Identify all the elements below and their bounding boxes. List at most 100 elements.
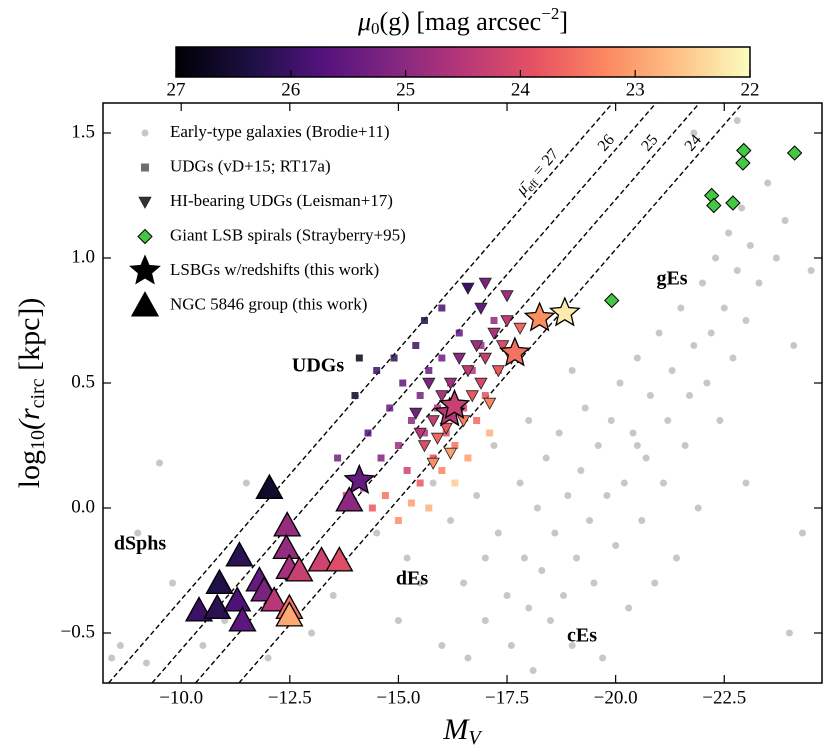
point-square: [455, 329, 463, 337]
point-diamond: [736, 142, 752, 159]
colorbar-label: μ0(g) [mag arcsec−2]: [357, 4, 568, 38]
point-circle: [629, 429, 637, 437]
point-square: [334, 454, 342, 462]
colorbar-tick-label: 24: [511, 79, 531, 100]
point-circle: [507, 642, 515, 649]
point-triangle-up: [272, 533, 301, 560]
point-circle: [134, 529, 142, 537]
x-tick-label: −12.5: [268, 687, 312, 708]
point-square: [438, 304, 446, 312]
x-tick-label: −17.5: [485, 687, 529, 708]
point-square: [473, 417, 481, 424]
point-triangle-down: [417, 440, 432, 453]
point-circle: [308, 629, 316, 637]
legend-symbol: [138, 196, 152, 209]
point-circle: [620, 479, 628, 487]
point-triangle-up: [203, 593, 232, 620]
point-triangle-down: [435, 390, 449, 403]
point-circle: [116, 642, 124, 649]
legend-label: UDGs (vD+15; RT17a): [170, 156, 331, 175]
point-circle: [525, 417, 533, 424]
point-circle: [699, 279, 707, 287]
point-circle: [685, 392, 693, 399]
legend-symbol: [141, 163, 149, 172]
reference-line: [108, 103, 614, 683]
point-circle: [525, 604, 533, 612]
point-circle: [438, 642, 446, 649]
plot-area: [108, 103, 815, 683]
point-circle: [199, 642, 207, 649]
y-tick-label: 1.5: [71, 121, 95, 142]
point-square: [438, 467, 446, 474]
point-circle: [712, 254, 720, 262]
point-triangle-down: [487, 327, 501, 340]
point-square: [351, 392, 359, 399]
region-label: dEs: [396, 568, 428, 590]
point-star: [343, 463, 376, 494]
point-circle: [638, 517, 646, 524]
point-circle: [646, 392, 654, 399]
point-diamond: [725, 195, 741, 211]
point-circle: [599, 654, 607, 662]
point-triangle-down: [465, 390, 479, 403]
point-circle: [447, 517, 455, 524]
legend-symbol: [141, 129, 149, 137]
legend-label: Early-type galaxies (Brodie+11): [170, 122, 390, 141]
point-square: [368, 504, 376, 512]
point-triangle-up: [325, 546, 354, 572]
point-circle: [651, 579, 659, 587]
point-circle: [481, 554, 489, 562]
y-tick-label: 0.0: [71, 496, 95, 517]
x-tick-label: −15.0: [376, 687, 420, 708]
x-axis-label: MV: [442, 713, 483, 749]
point-triangle-down: [496, 340, 510, 353]
point-diamond: [735, 155, 751, 171]
region-label: UDGs: [292, 355, 344, 377]
point-circle: [416, 579, 424, 587]
point-circle: [403, 554, 411, 562]
point-circle: [533, 504, 541, 512]
point-square: [399, 379, 407, 387]
point-circle: [603, 492, 611, 499]
point-triangle-down: [426, 415, 440, 428]
point-circle: [681, 442, 689, 449]
point-triangle-down: [500, 290, 514, 303]
colorbar-tick-label: 27: [167, 79, 186, 100]
point-star: [523, 301, 556, 332]
reference-line-label: μ̄eff=27: [512, 145, 564, 200]
point-circle: [568, 367, 576, 374]
point-circle: [616, 379, 624, 387]
point-circle: [725, 229, 733, 237]
point-triangle-down: [430, 432, 445, 445]
point-diamond: [604, 292, 620, 309]
point-circle: [577, 467, 585, 474]
point-circle: [607, 417, 615, 424]
point-square: [481, 392, 489, 399]
point-diamond: [706, 197, 722, 214]
point-circle: [516, 479, 524, 487]
point-circle: [798, 529, 806, 537]
point-circle: [659, 479, 667, 487]
point-square: [490, 317, 498, 324]
point-square: [416, 392, 424, 399]
point-circle: [720, 304, 728, 312]
point-triangle-up: [255, 473, 284, 500]
reference-line: [238, 103, 744, 683]
x-tick-label: −20.0: [594, 687, 638, 708]
point-triangle-down: [500, 315, 514, 328]
point-square: [420, 429, 428, 437]
legend-symbol: [137, 228, 153, 245]
reference-line: [151, 103, 657, 683]
point-circle: [560, 592, 568, 599]
point-circle: [329, 592, 337, 599]
point-triangle-up: [225, 541, 254, 567]
point-circle: [690, 342, 698, 349]
point-circle: [590, 579, 598, 587]
point-circle: [586, 517, 594, 524]
point-square: [407, 417, 415, 424]
point-triangle-down: [513, 322, 527, 335]
point-triangle-down: [409, 407, 423, 420]
point-circle: [568, 642, 576, 649]
point-square: [438, 354, 446, 362]
point-triangle-down: [461, 365, 475, 378]
